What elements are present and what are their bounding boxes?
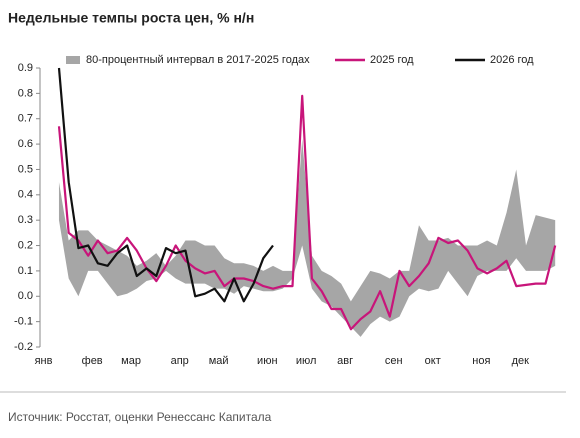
x-tick-label: дек [512,355,530,367]
y-tick-label: 0.4 [18,189,33,201]
x-tick-label: ноя [472,355,490,367]
x-tick-label: фев [82,355,103,367]
x-tick-label: авг [337,355,353,367]
y-tick-label: -0.2 [14,341,33,353]
series-line [57,67,274,303]
legend-label: 2026 год [490,54,534,66]
x-tick-label: сен [385,355,403,367]
x-tick-label: июл [296,355,317,367]
y-tick-label: 0.1 [18,265,33,277]
chart-title: Недельные темпы роста цен, % н/н [8,10,254,26]
y-tick-label: 0.5 [18,163,33,175]
series-line [57,94,557,331]
y-tick-label: 0.3 [18,214,33,226]
y-tick-label: 0.6 [18,138,33,150]
y-tick-label: 0.8 [18,87,33,99]
x-tick-label: окт [425,355,441,367]
legend-label: 2025 год [370,54,414,66]
y-tick-label: 0.2 [18,239,33,251]
y-tick-label: -0.1 [14,316,33,328]
x-tick-label: апр [171,355,189,367]
source-note: Источник: Росстат, оценки Ренессанс Капи… [8,410,272,424]
y-tick-label: 0.0 [18,290,33,302]
legend-swatch [66,56,80,64]
legend-label: 80-процентный интервал в 2017-2025 годах [86,54,310,66]
x-tick-label: янв [35,355,53,367]
x-tick-label: май [209,355,229,367]
x-tick-label: мар [121,355,141,367]
x-tick-label: июн [257,355,277,367]
y-tick-label: 0.7 [18,113,33,125]
interval-band [58,139,556,337]
y-tick-label: 0.9 [18,62,33,74]
